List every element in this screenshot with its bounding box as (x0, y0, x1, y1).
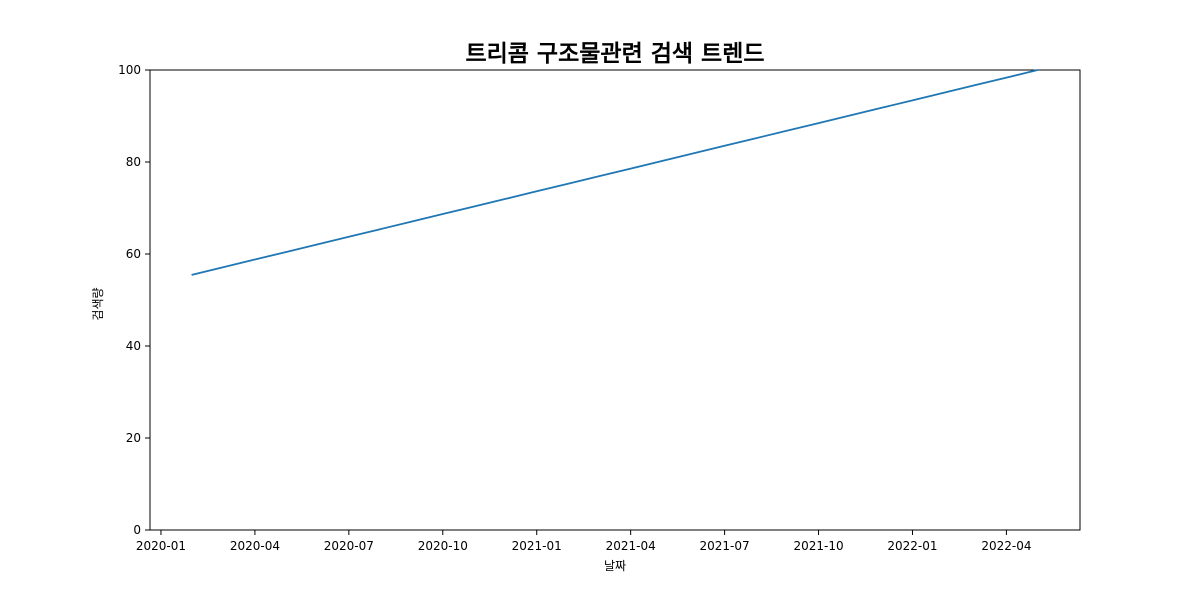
x-tick-label: 2022-04 (981, 539, 1031, 553)
y-tick-label: 60 (126, 247, 141, 261)
x-tick-label: 2020-01 (136, 539, 186, 553)
x-tick-label: 2021-07 (700, 539, 750, 553)
y-tick-label: 100 (118, 63, 141, 77)
x-tick-label: 2020-07 (324, 539, 374, 553)
x-tick-label: 2020-10 (418, 539, 468, 553)
y-axis-label: 검색량 (91, 287, 105, 320)
x-axis-label: 날짜 (604, 559, 626, 573)
x-tick-label: 2021-04 (606, 539, 656, 553)
y-tick-label: 0 (133, 523, 141, 537)
plot-area: 0 20 40 60 80 100 2020-01 2020-04 2020-07 2020-10… (118, 63, 1081, 553)
trend-line (191, 69, 1039, 276)
y-tick-label: 40 (126, 339, 141, 353)
chart-title: 트리콤 구조물관련 검색 트렌드 (465, 41, 764, 67)
x-tick-label: 2020-04 (230, 539, 280, 553)
x-tick-label: 2021-01 (512, 539, 562, 553)
x-tick-label: 2021-10 (793, 539, 843, 553)
x-tick-label: 2022-01 (887, 539, 937, 553)
y-tick-label: 80 (126, 155, 141, 169)
y-tick-label: 20 (126, 431, 141, 445)
plot-frame (149, 69, 1081, 531)
